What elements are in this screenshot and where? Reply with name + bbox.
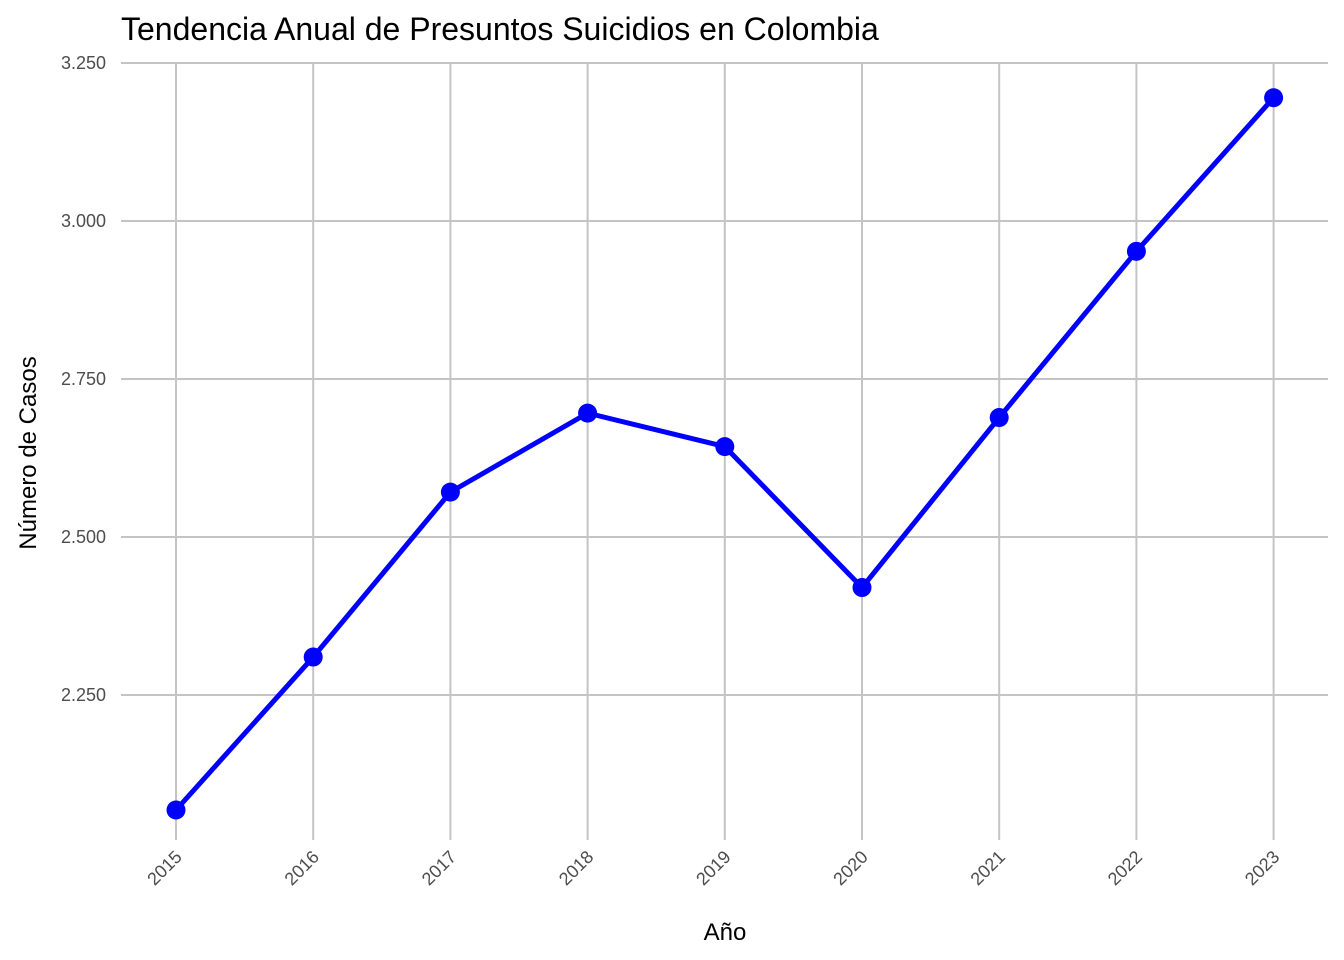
x-tick-label: 2020 xyxy=(829,847,871,889)
data-point xyxy=(715,437,735,457)
grid-layer xyxy=(121,62,1328,840)
data-point xyxy=(852,578,872,598)
x-tick-label: 2022 xyxy=(1104,847,1146,889)
x-axis-ticks: 2015 2016 2017 2018 2019 2020 2021 2022 2023 xyxy=(143,847,1283,889)
data-point xyxy=(440,482,460,502)
x-tick-label: 2019 xyxy=(692,847,734,889)
y-axis-title: Número de Casos xyxy=(15,356,42,549)
x-tick-label: 2021 xyxy=(967,847,1009,889)
x-tick-label: 2015 xyxy=(143,847,185,889)
x-axis-title: Año xyxy=(704,919,747,946)
x-tick-label: 2016 xyxy=(281,847,323,889)
x-tick-label: 2017 xyxy=(418,847,460,889)
y-tick-label: 3.000 xyxy=(61,211,106,231)
data-point xyxy=(166,800,186,820)
x-tick-label: 2023 xyxy=(1241,847,1283,889)
chart-title: Tendencia Anual de Presuntos Suicidios e… xyxy=(121,11,879,47)
y-tick-label: 3.250 xyxy=(61,53,106,73)
y-tick-label: 2.500 xyxy=(61,527,106,547)
y-tick-label: 2.750 xyxy=(61,369,106,389)
data-point xyxy=(989,408,1009,428)
y-axis-ticks: 2.250 2.500 2.750 3.000 3.250 xyxy=(61,53,106,705)
data-point xyxy=(303,647,323,667)
series-layer xyxy=(166,88,1284,820)
data-point xyxy=(1264,88,1284,108)
data-point xyxy=(1126,241,1146,261)
y-tick-label: 2.250 xyxy=(61,685,106,705)
data-point xyxy=(578,403,598,423)
x-tick-label: 2018 xyxy=(555,847,597,889)
